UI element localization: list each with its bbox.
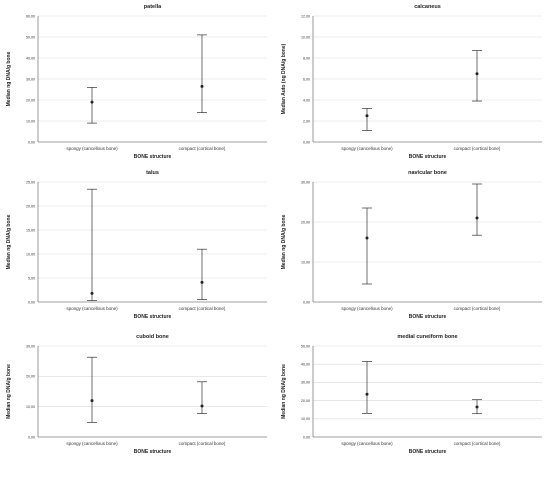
x-tick-label: compact (cortical bone) <box>179 146 226 151</box>
y-axis-title: Median ng DNA/g bone <box>6 364 12 419</box>
median-point <box>200 84 204 88</box>
x-axis-title: BONE structure <box>409 154 447 160</box>
x-tick-label: spongy (cancellous bone) <box>66 441 118 446</box>
y-tick-label: 0,00 <box>28 435 35 439</box>
y-axis-title: Median Auto (ng DNA/g bone) <box>281 43 287 114</box>
chart-title: calcaneus <box>414 4 441 10</box>
median-point <box>365 392 369 396</box>
y-tick-label: 4,00 <box>303 98 310 102</box>
chart-panel-1: patella 0,00 10,00 20,00 30,00 40,00 50,00 60,0… <box>6 4 267 160</box>
chart-panel-5: cuboid bone 0,00 10,00 20,00 30,00 Median ng … <box>6 334 267 455</box>
y-tick-label: 20,00 <box>26 375 35 379</box>
chart-panel-6: medial cuneiform bone 0,00 10,00 20,00 30,00… <box>281 334 542 455</box>
y-axis-title: Median ng DNA/g bone <box>6 51 12 106</box>
median-point <box>200 280 204 284</box>
y-tick-label: 15,00 <box>26 228 35 232</box>
chart-title: medial cuneiform bone <box>397 334 457 340</box>
y-tick-label: 40,00 <box>301 363 310 367</box>
y-tick-label: 10,00 <box>26 252 35 256</box>
median-point <box>475 405 479 409</box>
y-tick-label: 2,00 <box>303 119 310 123</box>
y-tick-label: 8,00 <box>303 56 310 60</box>
x-tick-label: compact (cortical bone) <box>179 306 226 311</box>
chart-title: patella <box>144 4 162 10</box>
median-point <box>90 399 94 403</box>
chart-title: navicular bone <box>408 170 447 176</box>
y-tick-label: 0,00 <box>303 300 310 304</box>
y-tick-label: 0,00 <box>28 300 35 304</box>
y-tick-label: 40,00 <box>26 56 35 60</box>
y-tick-label: 20,00 <box>301 220 310 224</box>
x-tick-label: spongy (cancellous bone) <box>341 306 393 311</box>
x-tick-label: compact (cortical bone) <box>454 306 501 311</box>
chart-title: cuboid bone <box>136 334 169 340</box>
y-tick-label: 30,00 <box>301 381 310 385</box>
x-axis-title: BONE structure <box>409 449 447 455</box>
x-axis-title: BONE structure <box>134 314 172 320</box>
y-tick-label: 30,00 <box>301 180 310 184</box>
y-tick-label: 6,00 <box>303 77 310 81</box>
y-tick-label: 10,00 <box>26 119 35 123</box>
median-point <box>90 100 94 104</box>
chart-title: talus <box>146 170 159 176</box>
x-axis-title: BONE structure <box>134 449 172 455</box>
y-tick-label: 25,00 <box>26 180 35 184</box>
median-point <box>475 216 479 220</box>
y-tick-label: 20,00 <box>26 204 35 208</box>
y-tick-label: 10,00 <box>301 417 310 421</box>
chart-panel-4: navicular bone 0,00 10,00 20,00 30,00 Median … <box>281 170 542 320</box>
x-tick-label: spongy (cancellous bone) <box>66 306 118 311</box>
y-tick-label: 12,00 <box>301 14 310 18</box>
y-tick-label: 50,00 <box>301 344 310 348</box>
y-tick-label: 5,00 <box>28 276 35 280</box>
median-point <box>365 236 369 240</box>
y-tick-label: 10,00 <box>301 260 310 264</box>
y-axis-title: Median ng DNA/g bone <box>281 364 287 419</box>
x-tick-label: compact (cortical bone) <box>454 146 501 151</box>
y-tick-label: 60,00 <box>26 14 35 18</box>
x-tick-label: spongy (cancellous bone) <box>66 146 118 151</box>
x-tick-label: compact (cortical bone) <box>454 441 501 446</box>
chart-panel-3: talus 0,00 5,00 10,00 15,00 20,00 25,00 Median … <box>6 170 267 320</box>
x-tick-label: spongy (cancellous bone) <box>341 441 393 446</box>
y-tick-label: 0,00 <box>28 140 35 144</box>
y-tick-label: 20,00 <box>26 98 35 102</box>
x-axis-title: BONE structure <box>409 314 447 320</box>
chart-panel-2: calcaneus 0,00 2,00 4,00 6,00 8,00 10,00 12,00 M… <box>281 4 542 160</box>
x-tick-label: spongy (cancellous bone) <box>341 146 393 151</box>
median-point <box>90 291 94 295</box>
y-axis-title: Median ng DNA/g bone <box>6 214 12 269</box>
y-tick-label: 0,00 <box>303 435 310 439</box>
x-tick-label: compact (cortical bone) <box>179 441 226 446</box>
y-tick-label: 30,00 <box>26 344 35 348</box>
y-tick-label: 20,00 <box>301 399 310 403</box>
x-axis-title: BONE structure <box>134 154 172 160</box>
y-tick-label: 0,00 <box>303 140 310 144</box>
y-tick-label: 10,00 <box>26 405 35 409</box>
median-point <box>475 72 479 76</box>
median-point <box>365 114 369 118</box>
y-tick-label: 50,00 <box>26 35 35 39</box>
y-axis-title: Median ng DNA/g bone <box>281 214 287 269</box>
median-point <box>200 404 204 408</box>
y-tick-label: 30,00 <box>26 77 35 81</box>
y-tick-label: 10,00 <box>301 35 310 39</box>
